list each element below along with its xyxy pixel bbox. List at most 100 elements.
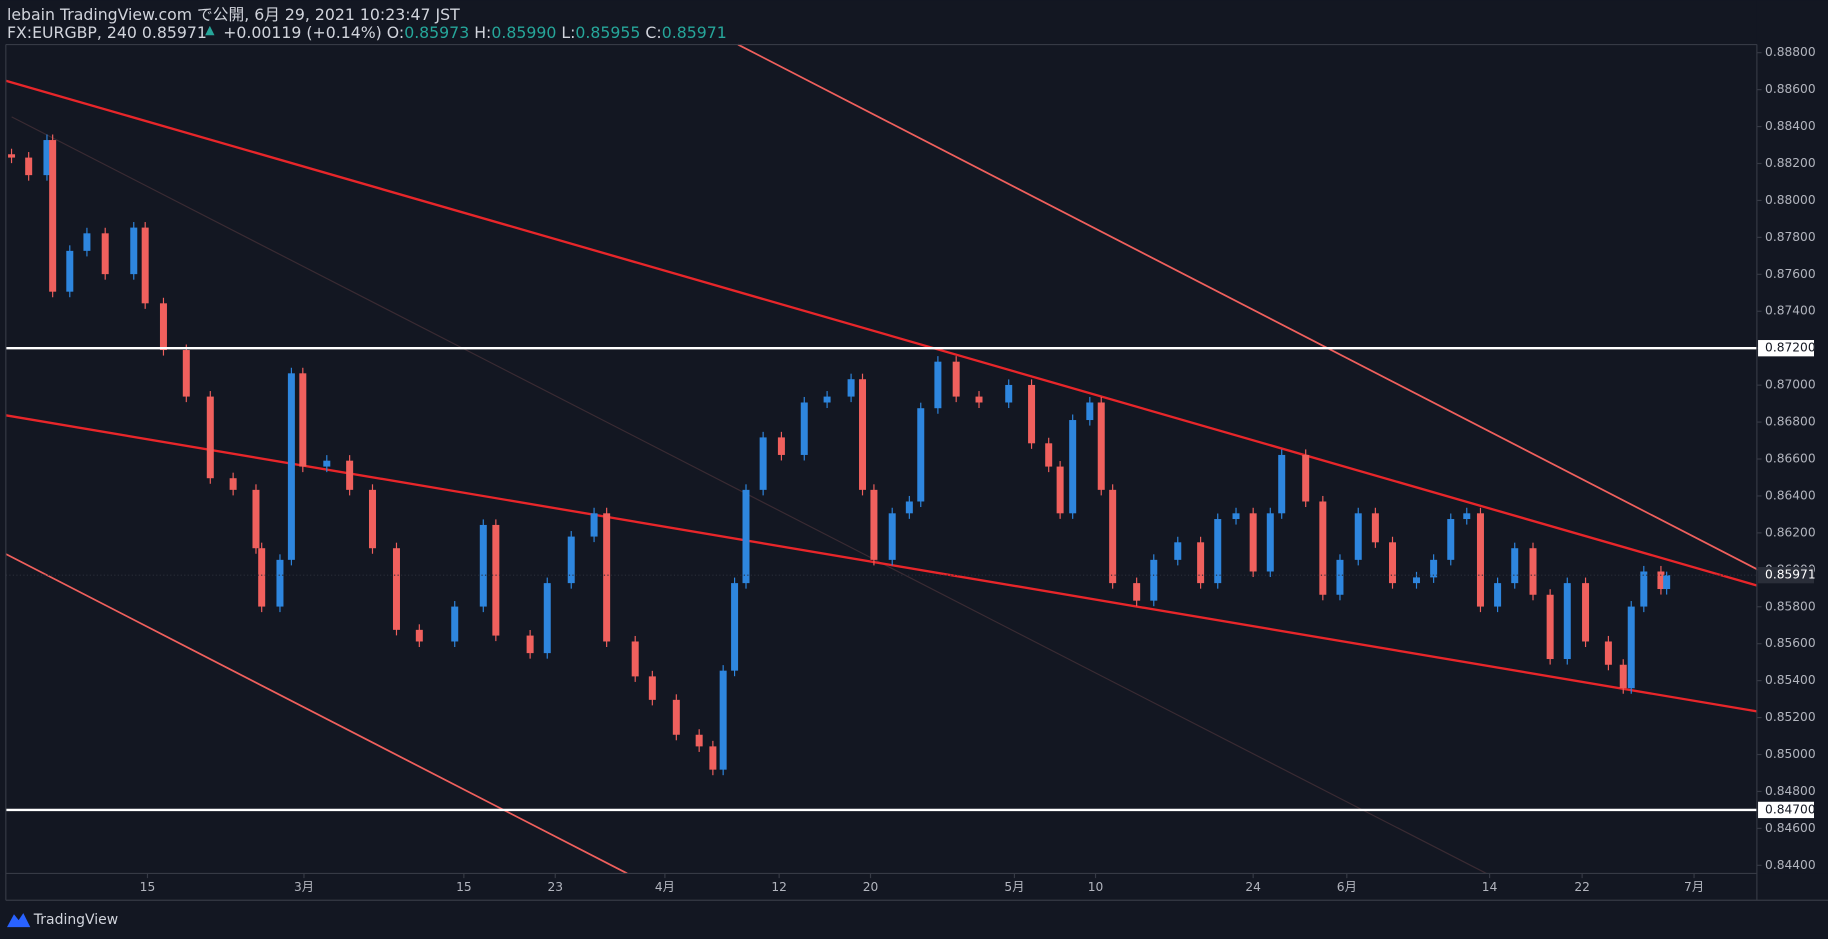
x-tick-label: 24 <box>1245 880 1261 894</box>
candle-body <box>1430 559 1438 578</box>
candle-body <box>229 478 237 490</box>
candle-body <box>66 250 74 292</box>
price-axis-bg <box>1756 0 1828 939</box>
candle-body <box>1056 466 1064 514</box>
candle-body <box>823 396 831 403</box>
last: 0.85971 <box>142 22 207 41</box>
symbol-line: FX:EURGBP, 240 0.85971 +0.00119 (+0.14%) … <box>7 22 727 41</box>
candle-body <box>25 157 33 176</box>
candle-body <box>1045 443 1053 467</box>
x-tick-label: 14 <box>1482 880 1498 894</box>
candle-body <box>1563 583 1571 660</box>
y-tick-label: 0.86600 <box>1765 452 1816 466</box>
candle-body <box>43 140 51 176</box>
horizontal-line-label: 0.87200 <box>1765 341 1816 355</box>
x-tick-label: 5月 <box>1004 880 1024 894</box>
candle-body <box>567 536 575 584</box>
candle-body <box>49 140 57 292</box>
y-tick-label: 0.86200 <box>1765 525 1816 539</box>
candle-body <box>276 559 284 607</box>
y-tick-label: 0.88800 <box>1765 45 1816 59</box>
candle-body <box>1302 454 1310 502</box>
candle-body <box>526 635 534 654</box>
candle-body <box>1389 542 1397 584</box>
y-tick-label: 0.88600 <box>1765 82 1816 96</box>
plot <box>5 134 1757 812</box>
open: 0.85973 <box>404 22 469 41</box>
close: 0.85971 <box>662 22 727 41</box>
y-tick-label: 0.87600 <box>1765 267 1816 281</box>
candle-body <box>847 379 855 397</box>
y-tick-label: 0.85200 <box>1765 710 1816 724</box>
candle-body <box>323 460 331 467</box>
y-tick-label: 0.84600 <box>1765 821 1816 835</box>
y-tick-label: 0.85800 <box>1765 599 1816 613</box>
candle-body <box>975 396 983 403</box>
up-arrow <box>205 25 215 36</box>
y-tick-label: 0.87800 <box>1765 230 1816 244</box>
symbol: FX:EURGBP, 240 <box>7 22 137 41</box>
candle-body <box>742 489 750 584</box>
x-tick-label: 7月 <box>1684 880 1704 894</box>
horizontal-line-label-bg <box>1758 801 1815 819</box>
publisher-line: lebain TradingView.com で公開, 6月 29, 2021 … <box>7 5 460 24</box>
candle-body <box>1278 454 1286 514</box>
candle-body <box>1028 384 1036 444</box>
change: +0.00119 (+0.14%) <box>223 22 382 41</box>
candle-body <box>1529 548 1537 595</box>
outer-upper-line <box>737 43 1758 570</box>
last-price-label: 0.85971 <box>1765 568 1816 582</box>
candle-body <box>1546 594 1554 660</box>
y-tick-label: 0.84800 <box>1765 784 1816 798</box>
candle-body <box>590 513 598 537</box>
candle-body <box>603 513 611 642</box>
candle-body <box>1249 513 1257 572</box>
x-tick-label: 15 <box>140 880 156 894</box>
candle-body <box>1319 501 1327 595</box>
candle-body <box>709 746 717 770</box>
y-tick-label: 0.85000 <box>1765 747 1816 761</box>
candle-body <box>451 606 459 642</box>
candle-body <box>1604 641 1612 665</box>
y-tick-label: 0.84400 <box>1765 858 1816 872</box>
candle-body <box>479 524 487 607</box>
x-tick-label: 4月 <box>655 880 675 894</box>
x-tick-label: 15 <box>456 880 472 894</box>
candle-body <box>1232 513 1240 520</box>
candle-body <box>415 629 423 642</box>
open-label: O: <box>387 22 404 41</box>
candle-body <box>888 513 896 560</box>
y-tick-label: 0.88000 <box>1765 193 1816 207</box>
high-label: H: <box>474 22 491 41</box>
candle-body <box>346 460 354 490</box>
candle-body <box>1005 384 1013 403</box>
candle-body <box>392 548 400 630</box>
candle-body <box>287 373 295 560</box>
y-tick-label: 0.86800 <box>1765 415 1816 429</box>
candle-body <box>719 670 727 770</box>
candle-body <box>1619 664 1627 689</box>
candle-body <box>1447 519 1455 560</box>
candle-body <box>1511 548 1519 584</box>
candle-body <box>1097 402 1105 490</box>
candle-body <box>1214 519 1222 584</box>
y-tick-label: 0.87000 <box>1765 378 1816 392</box>
candle-body <box>368 489 376 549</box>
upper-channel-line <box>5 79 1758 587</box>
candle-body <box>1582 583 1590 642</box>
candle-body <box>1109 489 1117 584</box>
candle-body <box>759 437 767 490</box>
candle-body <box>731 583 739 671</box>
candle-body <box>1336 559 1344 595</box>
candle-body <box>1133 583 1141 601</box>
candle-body <box>917 408 925 502</box>
y-tick-label: 0.88200 <box>1765 156 1816 170</box>
candle-body <box>1476 513 1484 607</box>
x-tick-label: 6月 <box>1337 880 1357 894</box>
candle-body <box>1627 606 1635 689</box>
candle-body <box>934 361 942 409</box>
candle-body <box>159 303 167 351</box>
logo <box>6 913 31 928</box>
candle-body <box>1640 571 1648 607</box>
brand: TradingView <box>33 912 118 928</box>
